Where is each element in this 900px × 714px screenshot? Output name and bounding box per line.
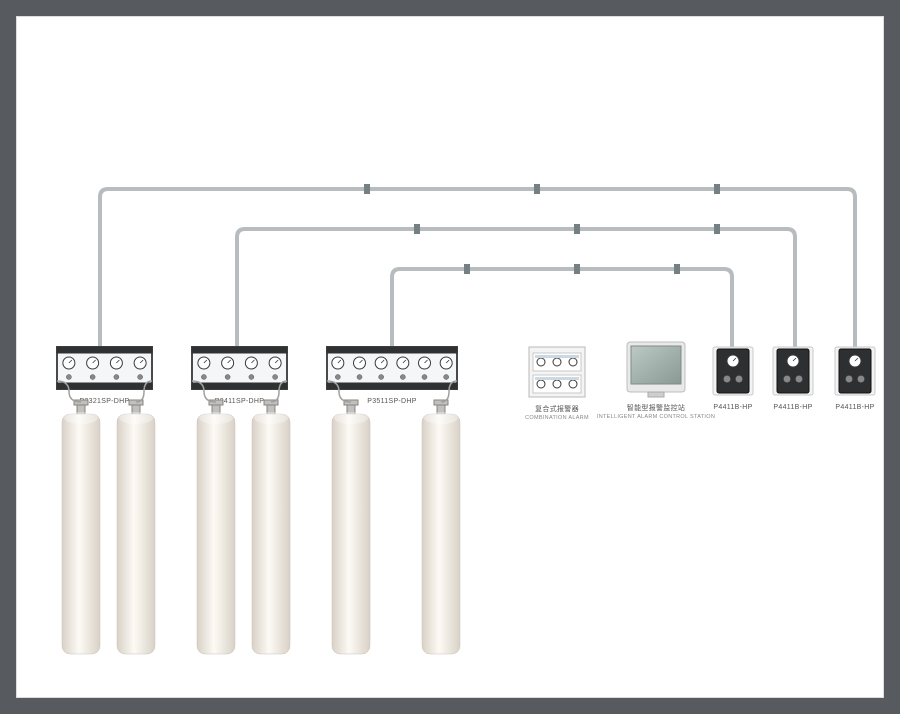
valve-knob-icon: [784, 376, 791, 383]
pipe-bracket: [464, 264, 470, 274]
monitor-unit: 智能型报警监控站 INTELLIGENT ALARM CONTROL STATIO…: [597, 342, 715, 420]
gas-cylinder: [117, 381, 155, 654]
pipe-bracket: [574, 224, 580, 234]
pipes-layer: [100, 184, 855, 347]
alarm-unit: 复合式报警器 COMBINATION ALARM: [525, 347, 589, 421]
outlet-label: P4411B-HP: [835, 404, 874, 411]
pipe-bracket: [714, 184, 720, 194]
valve-knob-icon: [66, 375, 71, 380]
pipe-bracket: [574, 264, 580, 274]
pipe-bracket: [364, 184, 370, 194]
gas-panel-2: P3411SP-DHP: [192, 347, 287, 405]
alarm-layer: 复合式报警器 COMBINATION ALARM: [525, 347, 589, 421]
valve-knob-icon: [201, 375, 206, 380]
valve-knob-icon: [846, 376, 853, 383]
valve-knob-icon: [225, 375, 230, 380]
valve-knob-icon: [90, 375, 95, 380]
pipe-bracket: [414, 224, 420, 234]
outlet-label: P4411B-HP: [773, 404, 812, 411]
valve-knob-icon: [273, 375, 278, 380]
pipe-bracket: [714, 224, 720, 234]
valve-knob-icon: [444, 375, 449, 380]
pipe-bracket: [674, 264, 680, 274]
outlets-layer: P4411B-HP P4411B-HP P4411B-HP: [713, 347, 875, 411]
valve-knob-icon: [357, 375, 362, 380]
outlet-3: P4411B-HP: [835, 347, 875, 411]
gas-cylinder: [57, 381, 100, 654]
gas-cylinder: [192, 381, 235, 654]
gas-cylinder: [252, 381, 290, 654]
pipe-p2: [237, 229, 795, 347]
panels-layer: P3321SP-DHP P3411SP-DHP P3511SP-DHP: [57, 347, 457, 405]
valve-knob-icon: [724, 376, 731, 383]
monitor-label-cn: 智能型报警监控站: [627, 403, 685, 412]
diagram-canvas: P3321SP-DHP P3411SP-DHP P3511SP-DHP 复合式报警器…: [17, 17, 883, 697]
diagram-frame: P3321SP-DHP P3411SP-DHP P3511SP-DHP 复合式报警器…: [16, 16, 884, 698]
gas-cylinder: [422, 381, 460, 654]
monitor-label-en: INTELLIGENT ALARM CONTROL STATION: [597, 414, 715, 420]
pipe-bracket: [534, 184, 540, 194]
outlet-1: P4411B-HP: [713, 347, 753, 411]
gas-cylinder: [327, 381, 370, 654]
valve-knob-icon: [379, 375, 384, 380]
valve-knob-icon: [736, 376, 743, 383]
valve-knob-icon: [796, 376, 803, 383]
valve-knob-icon: [400, 375, 405, 380]
gas-panel-3: P3511SP-DHP: [327, 347, 457, 405]
gas-panel-1: P3321SP-DHP: [57, 347, 152, 405]
valve-knob-icon: [335, 375, 340, 380]
monitor-layer: 智能型报警监控站 INTELLIGENT ALARM CONTROL STATIO…: [597, 342, 715, 420]
alarm-label-cn: 复合式报警器: [535, 404, 579, 413]
valve-knob-icon: [249, 375, 254, 380]
valve-knob-icon: [138, 375, 143, 380]
valve-knob-icon: [858, 376, 865, 383]
outlet-2: P4411B-HP: [773, 347, 813, 411]
panel-label: P3511SP-DHP: [367, 398, 417, 405]
pipe-p3: [392, 269, 732, 347]
valve-knob-icon: [114, 375, 119, 380]
valve-knob-icon: [422, 375, 427, 380]
outlet-label: P4411B-HP: [713, 404, 752, 411]
cylinders-layer: [57, 381, 460, 654]
alarm-label-en: COMBINATION ALARM: [525, 415, 589, 421]
